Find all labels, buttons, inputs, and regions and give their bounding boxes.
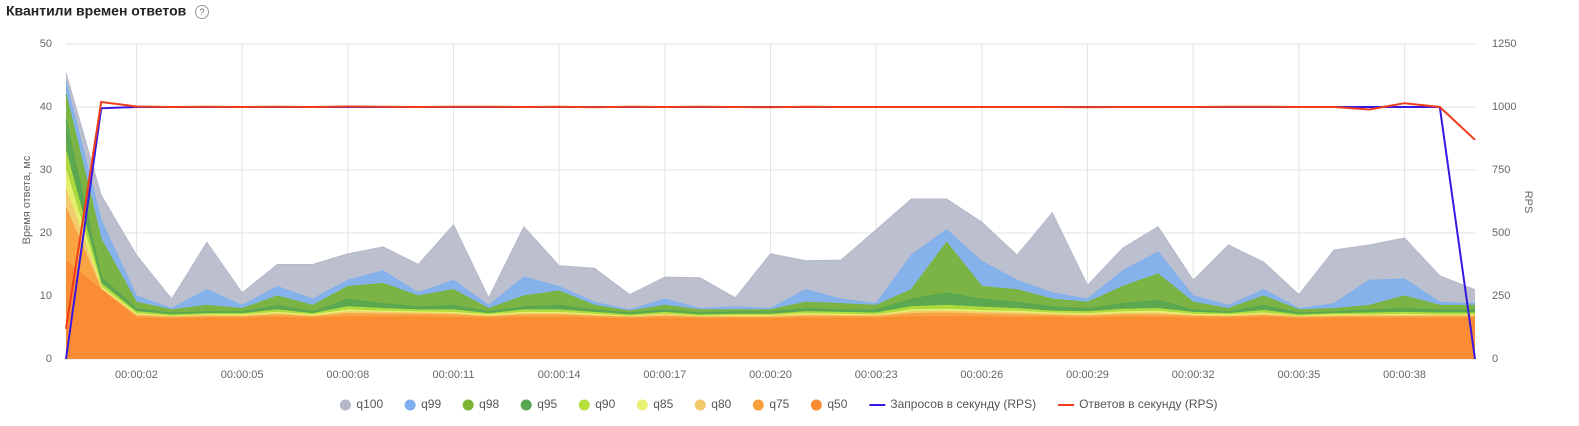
- x-tick-label: 00:00:20: [749, 369, 792, 381]
- x-tick-label: 00:00:32: [1172, 369, 1215, 381]
- x-tick-label: 00:00:14: [538, 369, 581, 381]
- legend-marker: [404, 399, 416, 411]
- x-tick-label: 00:00:17: [643, 369, 686, 381]
- x-tick-label: 00:00:35: [1277, 369, 1320, 381]
- y2-tick-label: 750: [1492, 164, 1510, 176]
- legend-label: q90: [595, 397, 615, 411]
- line: [65, 100, 1476, 329]
- area-line: [65, 119, 1475, 314]
- legend-item[interactable]: q90: [578, 397, 616, 411]
- legend-label: Ответов в секунду (RPS): [1079, 397, 1218, 411]
- help-mark: ?: [199, 7, 204, 17]
- legend-item[interactable]: q95: [520, 397, 558, 411]
- x-tick-label: 00:00:38: [1383, 369, 1426, 381]
- legend-item[interactable]: q100: [339, 397, 384, 411]
- y-tick-label: 20: [40, 227, 52, 239]
- area-line: [65, 94, 1475, 312]
- legend-item[interactable]: q80: [694, 397, 732, 411]
- legend-label: q95: [537, 397, 557, 411]
- legend-marker: [462, 399, 474, 411]
- y2-tick-label: 500: [1492, 227, 1510, 239]
- legend-marker: [636, 399, 648, 411]
- legend-item[interactable]: q75: [752, 397, 790, 411]
- legend-item[interactable]: Ответов в секунду (RPS): [1058, 397, 1218, 411]
- legend-label: q99: [421, 397, 441, 411]
- y-tick-label: 50: [40, 38, 52, 50]
- legend-marker: [339, 399, 351, 411]
- legend: q100 q99 q98 q95 q90 q85 q80 q75 q50 Запросов в с…: [339, 397, 1218, 411]
- x-tick-label: 00:00:29: [1066, 369, 1109, 381]
- legend-label: q50: [827, 397, 847, 411]
- legend-item[interactable]: q99: [404, 397, 442, 411]
- area-fill: [66, 261, 1475, 359]
- legend-item[interactable]: Запросов в секунду (RPS): [869, 397, 1036, 411]
- x-tick-label: 00:00:23: [855, 369, 898, 381]
- legend-label: q85: [653, 397, 673, 411]
- x-tick-label: 00:00:02: [115, 369, 158, 381]
- legend-marker: [520, 399, 532, 411]
- x-tick-label: 00:00:08: [326, 369, 369, 381]
- legend-marker: [752, 399, 764, 411]
- y-tick-label: 0: [46, 353, 52, 365]
- y-tick-label: 10: [40, 290, 52, 302]
- legend-label: q75: [769, 397, 789, 411]
- legend-label: q80: [711, 397, 731, 411]
- x-tick-label: 00:00:11: [432, 369, 474, 381]
- area-line: [65, 188, 1475, 318]
- y2-tick-label: 0: [1492, 353, 1498, 365]
- chart-title: Квантили времен ответов: [6, 3, 187, 19]
- y2-tick-label: 1250: [1492, 38, 1516, 50]
- y2-tick-label: 250: [1492, 290, 1510, 302]
- x-tick-label: 00:00:05: [221, 369, 264, 381]
- area-line: [65, 169, 1475, 317]
- legend-item[interactable]: q98: [462, 397, 500, 411]
- legend-marker: [694, 399, 706, 411]
- area-fill: [66, 94, 1475, 360]
- legend-item[interactable]: q50: [810, 397, 848, 411]
- legend-label: Запросов в секунду (RPS): [890, 397, 1036, 411]
- legend-label: q98: [479, 397, 499, 411]
- y-tick-label: 30: [40, 164, 52, 176]
- area-line: [65, 261, 1475, 320]
- legend-marker: [810, 399, 822, 411]
- help-icon[interactable]: ?: [195, 5, 209, 19]
- x-tick-label: 00:00:26: [960, 369, 1003, 381]
- y-axis-label: Время ответа, мс: [21, 155, 33, 244]
- legend-marker: [578, 399, 590, 411]
- area-line: [65, 72, 1476, 300]
- legend-label: q100: [356, 397, 383, 411]
- legend-item[interactable]: q85: [636, 397, 674, 411]
- area-line: [65, 207, 1475, 318]
- y2-tick-label: 1000: [1492, 101, 1516, 113]
- y2-axis-label: RPS: [1522, 191, 1534, 214]
- y-tick-label: 40: [40, 101, 52, 113]
- area-line: [65, 150, 1475, 316]
- help-circle: [195, 5, 209, 19]
- area-line: [65, 81, 1476, 311]
